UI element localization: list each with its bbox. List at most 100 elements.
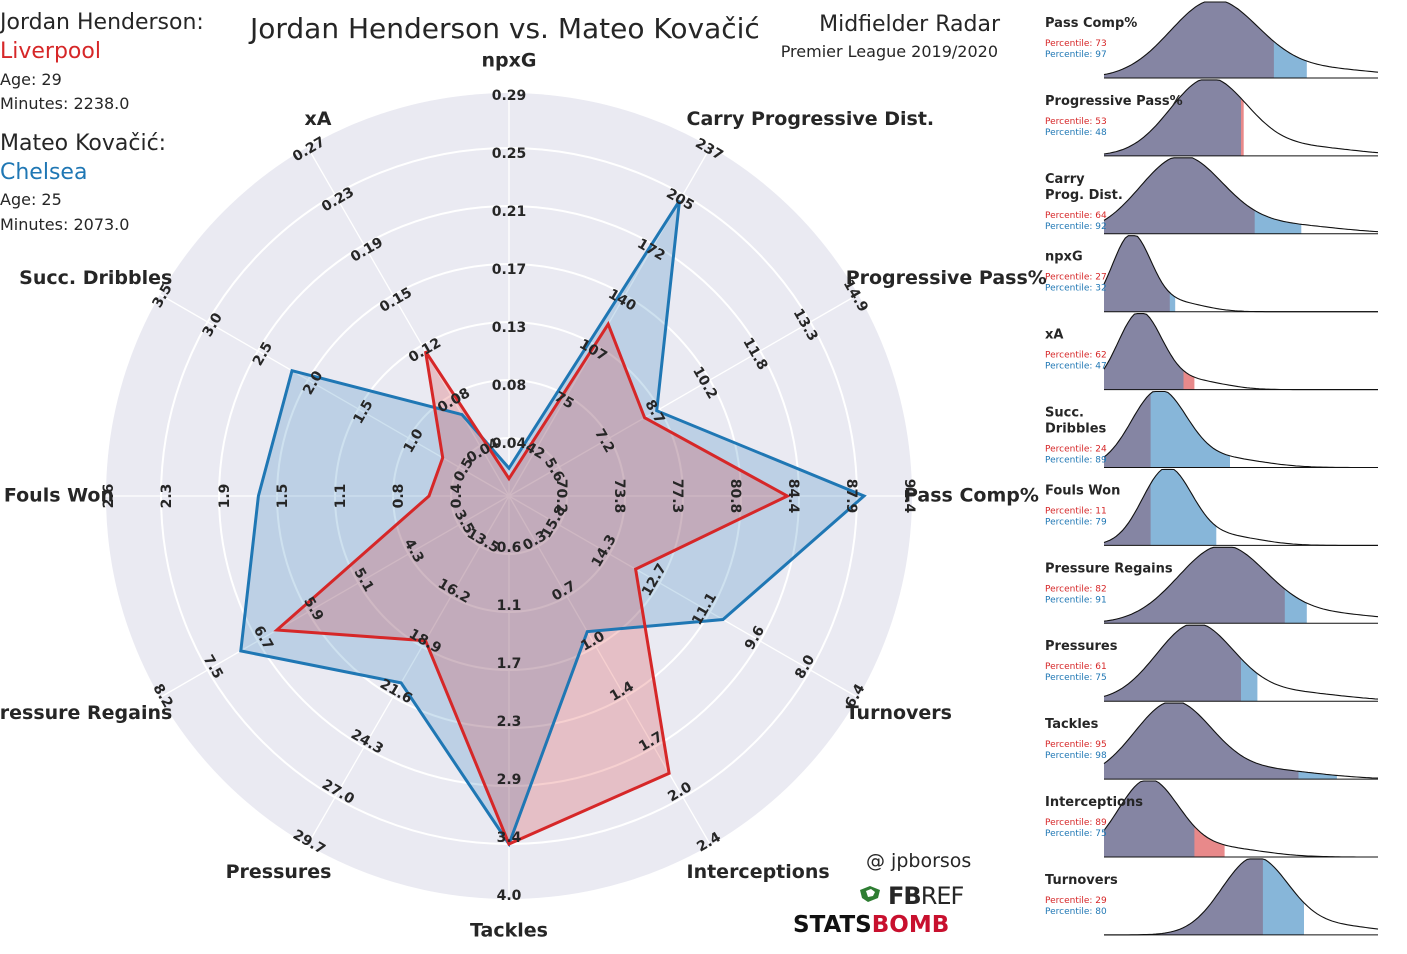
density-percentile-2: Percentile: 89 xyxy=(1045,456,1107,466)
fbref-logo: FBREF xyxy=(856,882,971,910)
radar-axis-label: Pass Comp% xyxy=(904,485,1039,507)
density-curve xyxy=(1103,546,1379,622)
radar-tick-label: 1.7 xyxy=(497,656,522,672)
radar-axis-label: xA xyxy=(305,108,332,130)
radar-spoke xyxy=(508,293,859,497)
player2-minutes: Minutes: 2073.0 xyxy=(0,215,130,234)
radar-area-2 xyxy=(240,200,865,844)
density-percentile-2: Percentile: 79 xyxy=(1045,517,1107,527)
radar-axis-label: Pressure Regains xyxy=(0,702,172,724)
density-fill-shared xyxy=(1104,313,1184,390)
radar-spoke xyxy=(159,495,510,699)
density-percentile-2: Percentile: 75 xyxy=(1045,673,1107,683)
density-fill-shared xyxy=(1104,79,1241,156)
density-metric-label: Pressures xyxy=(1045,639,1118,654)
radar-axis-label: Interceptions xyxy=(687,861,830,883)
density-percentile-1: Percentile: 64 xyxy=(1045,211,1107,221)
radar-tick-label: 3.4 xyxy=(497,830,522,846)
density-metric-label: xA xyxy=(1045,328,1063,343)
radar-spoke xyxy=(306,146,510,497)
density-metric-label: Pressure Regains xyxy=(1045,561,1173,576)
density-fill-shared xyxy=(1104,393,1151,468)
density-metric-label: Interceptions xyxy=(1045,795,1143,810)
density-metric-label: Prog. Dist. xyxy=(1045,188,1123,203)
density-fill-shared xyxy=(1104,483,1151,546)
radar-tick-label: 0.04 xyxy=(492,436,527,452)
density-fill-shared xyxy=(1104,235,1170,312)
radar-tick-label: 70.2 xyxy=(553,479,569,514)
density-metric-label: Turnovers xyxy=(1045,873,1118,888)
radar-tick-label: 1.1 xyxy=(333,484,349,509)
density-metric-label: Progressive Pass% xyxy=(1045,94,1183,109)
density-percentile-2: Percentile: 47 xyxy=(1045,362,1107,372)
radar-tick-label: 2.3 xyxy=(497,714,522,730)
radar-tick-label: 4.0 xyxy=(497,888,522,904)
radar-tick-label: 73.8 xyxy=(611,479,627,514)
density-curve xyxy=(1103,79,1379,155)
density-percentile-2: Percentile: 91 xyxy=(1045,595,1107,605)
density-fill-shared xyxy=(1104,858,1263,935)
density-metric-label: Succ. xyxy=(1045,406,1084,421)
density-percentile-2: Percentile: 80 xyxy=(1045,907,1107,917)
player1-name: Jordan Henderson: xyxy=(0,10,204,35)
density-fill-shared xyxy=(1104,625,1241,702)
chart-title: Jordan Henderson vs. Mateo Kovačić xyxy=(250,12,760,45)
radar-axis-label: Succ. Dribbles xyxy=(19,267,172,289)
density-fill-shared xyxy=(1104,781,1195,857)
radar-spoke xyxy=(508,495,712,846)
fbref-logo-right: REF xyxy=(920,882,965,910)
radar-axis-label: Progressive Pass% xyxy=(846,267,1047,289)
density-curve xyxy=(1103,157,1379,233)
density-percentile-2: Percentile: 75 xyxy=(1045,829,1107,839)
density-fill-shared xyxy=(1104,2,1274,78)
football-icon xyxy=(860,886,880,902)
radar-tick-label: 0.17 xyxy=(492,262,527,278)
statsbomb-logo-left: STATS xyxy=(793,912,872,938)
player2-name: Mateo Kovačić: xyxy=(0,131,167,156)
radar-area-1 xyxy=(276,324,788,844)
player1-team: Liverpool xyxy=(0,39,101,64)
radar-tick-label: 0.25 xyxy=(492,146,527,162)
statsbomb-logo: STATSBOMB xyxy=(793,912,949,938)
statsbomb-logo-right: BOMB xyxy=(871,912,950,938)
density-fill-shared xyxy=(1104,703,1299,780)
density-fill-shared xyxy=(1104,547,1285,624)
radar-axis-label: Fouls Won xyxy=(4,485,114,507)
radar-tick-label: 87.9 xyxy=(843,479,859,514)
radar-tick-label: 0.29 xyxy=(492,88,527,104)
radar-tick-label: 0.21 xyxy=(492,204,527,220)
radar-tick-label: 0.8 xyxy=(391,484,407,509)
radar-tick-label: 0.4 xyxy=(449,483,465,508)
player1-minutes: Minutes: 2238.0 xyxy=(0,94,130,113)
radar-tick-label: 1.9 xyxy=(217,484,233,509)
density-percentile-1: Percentile: 29 xyxy=(1045,896,1107,906)
density-percentile-2: Percentile: 92 xyxy=(1045,222,1107,232)
radar-spoke xyxy=(508,495,859,699)
fbref-logo-left: FB xyxy=(888,882,922,910)
density-metric-label: Pass Comp% xyxy=(1045,16,1137,31)
radar-tick-label: 2.3 xyxy=(159,484,175,509)
density-percentile-1: Percentile: 95 xyxy=(1045,740,1107,750)
density-percentile-1: Percentile: 24 xyxy=(1045,445,1107,455)
density-percentile-1: Percentile: 61 xyxy=(1045,662,1107,672)
author-credit: @ jpborsos xyxy=(866,850,972,872)
radar-tick-label: 2.6 xyxy=(101,484,117,509)
radar-tick-label: 2.9 xyxy=(497,772,522,788)
density-curve xyxy=(1103,624,1379,700)
density-percentile-1: Percentile: 89 xyxy=(1045,818,1107,828)
radar-spoke xyxy=(306,495,510,846)
radar-tick-label: 80.8 xyxy=(727,479,743,514)
radar-tick-label: 0.13 xyxy=(492,320,527,336)
density-panel: Pressure Regains Percentile: 82Percentile… xyxy=(1045,546,1379,624)
competition-label: Premier League 2019/2020 xyxy=(780,42,998,61)
